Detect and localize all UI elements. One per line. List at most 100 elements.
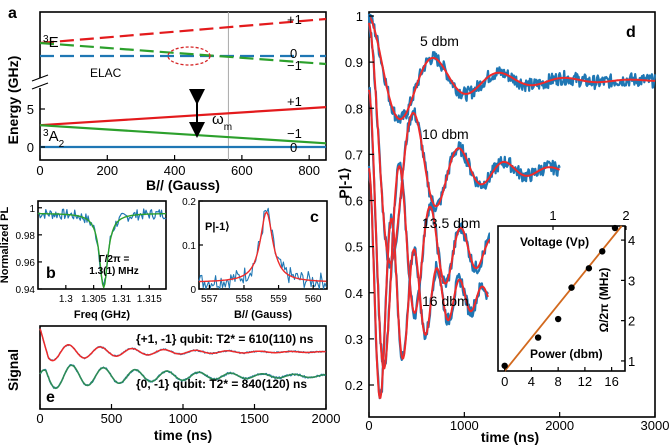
y-tick-label-b: 0.94: [16, 285, 36, 296]
x-tick-label-a: 0: [36, 163, 43, 178]
inset-data-point: [611, 224, 619, 232]
curve-label-5dbm: 5 dbm: [420, 33, 459, 49]
x-tick-label-e: 2000: [312, 411, 341, 426]
inset-top-xlabel: Voltage (Vp): [520, 235, 589, 249]
y-tick-label-a: 0: [27, 140, 34, 155]
inset-data-point: [585, 265, 593, 272]
inset-data-point: [599, 248, 606, 255]
y-tick-label-b: 0.98: [16, 231, 36, 242]
x-tick-label-e: 1000: [169, 411, 198, 426]
y-tick-label-d: 1: [356, 9, 363, 24]
label-3A2: 3A2: [43, 128, 65, 150]
x-tick-label-b: 1.315: [137, 294, 162, 305]
panel-d-xlabel: time (ns): [481, 429, 539, 445]
panel-c-xlabel: B// (Gauss): [234, 309, 292, 321]
inset-background: [490, 217, 633, 380]
y-tick-label-c: 0.2: [182, 197, 196, 208]
panel-e-bottom-fit-trace: [39, 364, 326, 390]
panel-b-annot-1: Γ/2π =: [99, 254, 130, 265]
inset-data-point: [568, 284, 575, 291]
x-tick-label-a: 400: [164, 163, 186, 178]
panel-d-fit-trace-2: [368, 89, 513, 370]
panel-c-letter: c: [310, 209, 319, 226]
elac-circle: [167, 46, 211, 66]
panel-c: 557 558 559 560 0 0.1 0.2 c P|-1⟩ B// (Gauss): [182, 197, 328, 321]
level-label-a-zero: 0: [290, 140, 297, 155]
inset-data-point: [534, 334, 542, 341]
y-tick-label-d: 0.8: [345, 101, 363, 116]
inset-top-tick-label: 1: [549, 208, 556, 223]
panel-d-ylabel: P|-1⟩: [336, 167, 352, 198]
inset-y-tick-label: 3: [628, 273, 635, 288]
y-tick-label-a: 5: [27, 102, 34, 117]
level-line-3e-1: [39, 17, 327, 45]
level-line-3e-1: [39, 41, 327, 66]
inset-bottom-xlabel: Power (dbm): [530, 347, 603, 361]
panel-c-fit-trace: [199, 211, 327, 283]
level-line-3a2-1: [39, 124, 327, 145]
y-tick-label-d: 0.2: [345, 378, 363, 393]
panel-d-data-trace-0: [367, 13, 657, 124]
panel-e-ylabel: Signal: [5, 349, 21, 391]
inset-data-point: [501, 362, 508, 369]
x-tick-label-c: 559: [270, 294, 287, 305]
panel-b-fit-trace: [38, 212, 166, 289]
axis-break-mark: [31, 74, 49, 82]
y-tick-label-d: 0.6: [345, 194, 363, 209]
panel-e-annot-bottom: {0, -1} qubit: T2* = 840(120) ns: [136, 377, 307, 391]
panel-a-xlabel: B// (Gauss): [146, 177, 220, 193]
axis-break-mark: [31, 82, 49, 90]
inset-x-tick-label: 12: [578, 374, 592, 389]
panel-e-letter: e: [46, 389, 55, 406]
x-tick-label-d: 1000: [450, 418, 479, 433]
panel-e-xlabel: time (ns): [154, 427, 212, 443]
y-tick-label-d: 0.7: [345, 147, 363, 162]
x-tick-label-e: 0: [36, 411, 43, 426]
x-tick-label-b: 1.3: [59, 294, 73, 305]
panel-b-annot-2: 1.3(1) MHz: [89, 266, 138, 277]
panel-a-letter: a: [8, 5, 17, 22]
y-tick-label-d: 0.3: [345, 332, 363, 347]
panel-b-ylabel: Normalized PL: [0, 207, 11, 284]
x-tick-label-e: 1500: [240, 411, 269, 426]
x-tick-label-b: 1.31: [112, 294, 132, 305]
level-label-e-minus1: −1: [287, 58, 302, 73]
panel-c-data-trace: [198, 207, 327, 290]
panel-e-annot-top: {+1, -1} qubit: T2* = 610(110) ns: [136, 332, 314, 346]
panel-d-fit-trace-1: [368, 22, 561, 265]
y-tick-label-d: 0.9: [345, 55, 363, 70]
level-label-e-zero: 0: [290, 46, 297, 61]
curve-label-16dbm: 16 dbm: [422, 293, 469, 309]
panel-b-frame: [37, 200, 167, 290]
y-tick-label-c: 0.1: [182, 241, 196, 252]
level-label-a-minus1: −1: [287, 126, 302, 141]
panel-e: 0 500 1000 1500 2000 e {+1, -1} qubit: T2* =…: [5, 325, 341, 443]
inset-x-tick-label: 0: [501, 374, 508, 389]
axis-break-mask: [33, 78, 47, 88]
omega-m-label: ωm: [212, 111, 232, 133]
panel-d-frame: [368, 11, 656, 418]
x-tick-label-d: 2000: [545, 418, 574, 433]
level-label-e-plus1: +1: [287, 12, 302, 27]
x-tick-label-b: 1.305: [81, 294, 106, 305]
panel-c-ylabel: P|-1⟩: [205, 221, 230, 233]
x-tick-label-a: 600: [231, 163, 253, 178]
elac-label: ELAC: [90, 66, 122, 80]
inset-y-tick-label: 2: [628, 314, 635, 329]
x-tick-label-a: 800: [298, 163, 320, 178]
panel-a-ylabel: Energy (GHz): [5, 56, 21, 145]
curve-label-10dbm: 10 dbm: [422, 126, 469, 142]
panel-d: 0 1000 2000 3000 0.2 0.3 0.4 0.5 0.6 0.7 0.8 0.9 1 d…: [336, 9, 669, 445]
inset-data-point: [554, 315, 562, 323]
panel-e-top-fit-trace: [39, 328, 326, 362]
panel-d-fit-trace-3: [368, 168, 489, 399]
y-tick-label-d: 0.4: [345, 286, 363, 301]
inset-x-tick-label: 16: [604, 374, 618, 389]
x-tick-label-d: 3000: [641, 418, 670, 433]
y-tick-label-c: 0: [190, 285, 196, 296]
inset-frame: [497, 225, 626, 372]
inset-ylabel: Ω/2π (MHz): [597, 268, 611, 333]
y-tick-label-b: 1: [29, 204, 35, 215]
